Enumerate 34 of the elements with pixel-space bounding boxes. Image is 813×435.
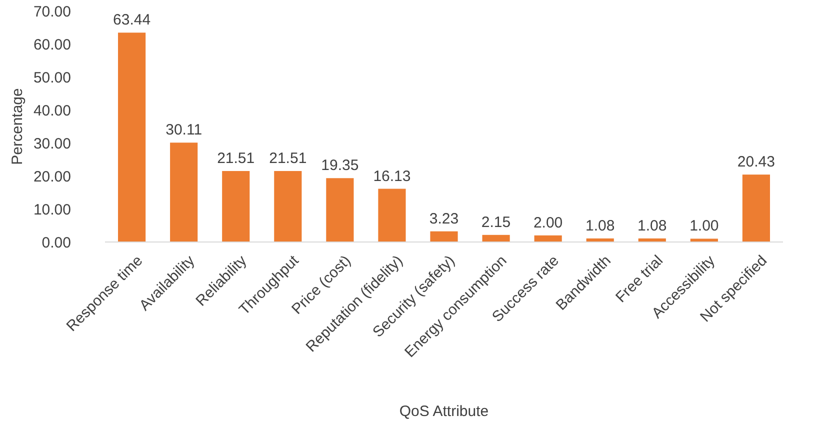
data-label: 16.13 (373, 168, 411, 185)
data-label: 20.43 (737, 154, 775, 171)
y-tick-label: 70.00 (33, 3, 71, 20)
data-label: 30.11 (166, 122, 202, 139)
bar (274, 171, 302, 242)
y-tick-label: 30.00 (33, 135, 71, 152)
data-label: 1.08 (586, 217, 615, 234)
data-label: 1.00 (690, 218, 719, 235)
bar (534, 235, 562, 242)
y-axis-title: Percentage (9, 88, 26, 165)
bar (690, 238, 718, 242)
bar (430, 231, 458, 242)
data-label: 63.44 (113, 12, 151, 29)
data-label: 21.51 (269, 150, 307, 168)
data-label: 1.08 (638, 217, 667, 234)
y-tick-label: 0.00 (42, 234, 71, 252)
y-tick-label: 40.00 (33, 102, 71, 120)
data-label: 3.23 (429, 210, 459, 228)
y-tick-label: 10.00 (33, 201, 71, 218)
y-tick-label: 50.00 (33, 69, 71, 86)
bar (118, 32, 146, 242)
bar (222, 171, 250, 242)
y-tick-label: 20.00 (33, 168, 71, 186)
data-label: 21.51 (217, 150, 255, 168)
bar (742, 174, 770, 242)
data-label: 2.15 (481, 214, 511, 231)
bar (378, 188, 406, 242)
y-tick-label: 60.00 (33, 36, 71, 54)
bar (326, 178, 354, 242)
x-axis-title: QoS Attribute (399, 403, 489, 420)
bar (482, 234, 510, 242)
data-label: 19.35 (321, 157, 359, 174)
data-label: 2.00 (533, 214, 563, 232)
bar (170, 142, 198, 242)
